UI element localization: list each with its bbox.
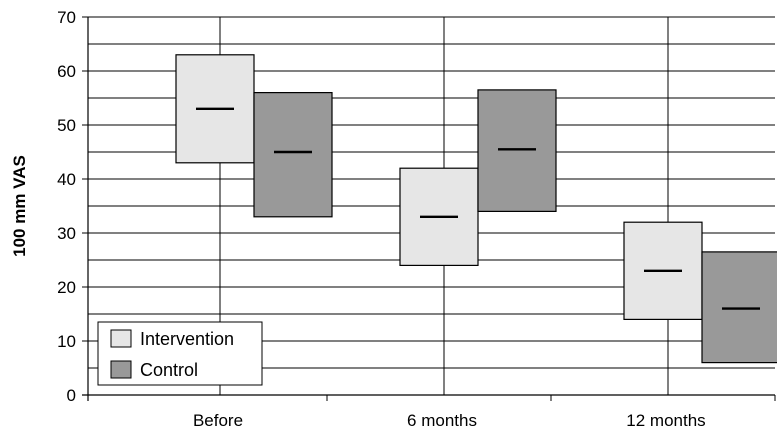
y-tick-label: 60 bbox=[57, 62, 76, 81]
box-control bbox=[702, 252, 777, 363]
y-tick-label: 0 bbox=[67, 386, 76, 405]
box-control bbox=[254, 93, 332, 217]
y-axis-label: 100 mm VAS bbox=[10, 155, 29, 257]
y-tick-label: 50 bbox=[57, 116, 76, 135]
legend-label: Intervention bbox=[140, 329, 234, 349]
boxes bbox=[176, 55, 777, 363]
x-tick-label: Before bbox=[193, 411, 243, 430]
legend: Intervention Control bbox=[98, 322, 262, 385]
x-tick-label: 6 months bbox=[407, 411, 477, 430]
y-tick-label: 30 bbox=[57, 224, 76, 243]
legend-swatch bbox=[111, 330, 131, 347]
legend-label: Control bbox=[140, 360, 198, 380]
y-tick-label: 20 bbox=[57, 278, 76, 297]
y-tick-label: 70 bbox=[57, 8, 76, 27]
y-tick-label: 10 bbox=[57, 332, 76, 351]
legend-swatch bbox=[111, 361, 131, 378]
box-control bbox=[478, 90, 556, 211]
y-tick-label: 40 bbox=[57, 170, 76, 189]
x-tick-label: 12 months bbox=[626, 411, 705, 430]
